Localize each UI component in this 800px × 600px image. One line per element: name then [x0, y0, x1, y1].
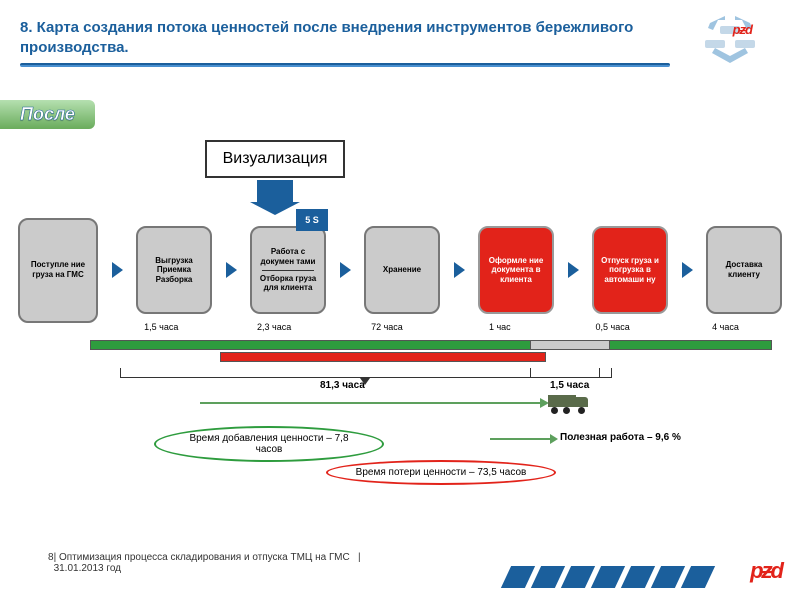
time-label: 1 час	[462, 322, 538, 338]
time-label: 1,5 часа	[123, 322, 199, 338]
ellipse-value-loss: Время потери ценности – 73,5 часов	[326, 460, 556, 485]
recycle-icon	[690, 8, 770, 68]
time-label: 0,5 часа	[575, 322, 651, 338]
flow-box-4: Хранение	[364, 226, 440, 314]
flow-box-2: Выгрузка Приемка Разборка	[136, 226, 212, 314]
bracket-small-label: 1,5 часа	[550, 380, 589, 391]
arrow-icon	[340, 262, 351, 278]
bracket-small	[530, 368, 612, 378]
footer-title: Оптимизация процесса складирования и отп…	[59, 552, 350, 563]
gray-bar-segment	[530, 340, 610, 350]
flow-box-7: Доставка клиенту	[706, 226, 782, 314]
ellipse-value-add: Время добавления ценности – 7,8 часов	[154, 426, 384, 462]
times-row: 1,5 часа 2,3 часа 72 часа 1 час 0,5 часа…	[18, 322, 782, 338]
time-label: 2,3 часа	[236, 322, 312, 338]
page-number: 8	[48, 552, 54, 563]
arrow-icon	[454, 262, 465, 278]
flow-box-label-top: Работа с докумен тами	[255, 247, 321, 266]
footer-text: 8| Оптимизация процесса складирования и …	[48, 552, 361, 574]
flow-box-3: Работа с докумен тами Отборка груза для …	[250, 226, 326, 314]
visualization-box: Визуализация	[205, 140, 345, 178]
truck-path-line	[200, 402, 540, 404]
footer-date: 31.01.2013 год	[54, 563, 121, 574]
arrow-icon	[226, 262, 237, 278]
rzd-logo: pƶd	[750, 558, 782, 584]
util-label: Полезная работа – 9,6 %	[560, 432, 681, 443]
flow-box-6: Отпуск груза и погрузка в автомаши ну	[592, 226, 668, 314]
flow-box-label: Доставка клиенту	[711, 260, 777, 279]
flow-box-label: Выгрузка Приемка Разборка	[141, 256, 207, 285]
flow-box-label-bot: Отборка груза для клиента	[255, 274, 321, 293]
time-label: 4 часа	[687, 322, 763, 338]
bracket-total-label: 81,3 часа	[320, 380, 365, 391]
truck-icon	[548, 394, 596, 414]
util-arrow-icon	[550, 434, 558, 444]
flow-box-label: Отпуск груза и погрузка в автомаши ну	[597, 256, 663, 285]
footer-stripes	[501, 566, 715, 588]
badge-5s: 5 S	[296, 209, 328, 231]
rzd-logo-top: pƶd	[733, 22, 752, 37]
arrow-icon	[112, 262, 123, 278]
footer: 8| Оптимизация процесса складирования и …	[0, 550, 800, 592]
red-bar	[220, 352, 546, 362]
flow-box-label: Хранение	[383, 265, 421, 275]
flow-box-5: Оформле ние документа в клиента	[478, 226, 554, 314]
arrow-icon	[682, 262, 693, 278]
title-divider	[20, 63, 670, 67]
green-bar	[90, 340, 772, 350]
flow-row: Поступле ние груза на ГМС Выгрузка Прием…	[18, 225, 782, 315]
util-line	[490, 438, 550, 440]
time-label: 72 часа	[349, 322, 425, 338]
page-title: 8. Карта создания потока ценностей после…	[20, 18, 670, 57]
after-badge: После	[0, 100, 95, 129]
bracket-total	[120, 368, 600, 378]
flow-box-label: Оформле ние документа в клиента	[483, 256, 549, 285]
arrow-icon	[568, 262, 579, 278]
flow-box-label: Поступле ние груза на ГМС	[23, 260, 93, 279]
down-arrow	[257, 180, 293, 202]
logo-block	[680, 8, 780, 88]
flow-box-1: Поступле ние груза на ГМС	[18, 218, 98, 323]
